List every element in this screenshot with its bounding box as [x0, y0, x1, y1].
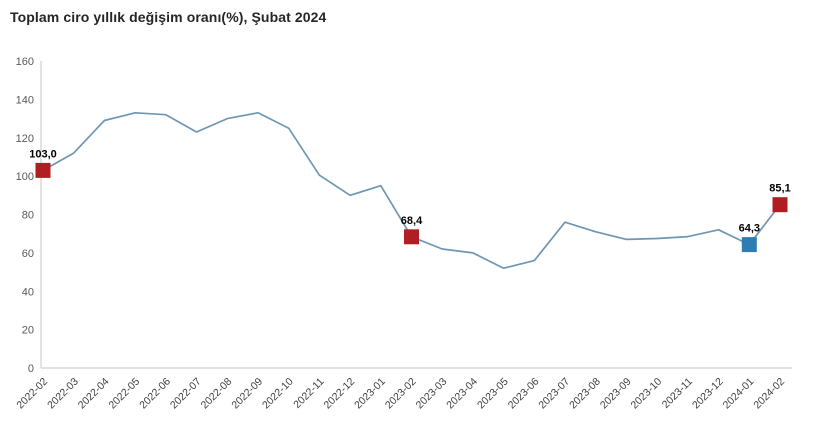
- x-tick-label: 2023-12: [690, 376, 726, 412]
- data-point-marker: [772, 197, 788, 213]
- x-tick-label: 2024-02: [751, 376, 787, 412]
- x-tick-label: 2023-08: [567, 376, 603, 412]
- series-line: [42, 111, 781, 270]
- y-tick-label: 80: [22, 210, 34, 222]
- x-tick-label: 2023-02: [383, 376, 419, 412]
- y-tick-label: 100: [16, 171, 34, 183]
- data-point-label: 103,0: [29, 148, 57, 160]
- x-tick-label: 2022-08: [199, 376, 235, 412]
- y-tick-label: 60: [22, 248, 34, 260]
- data-point-label: 68,4: [401, 215, 423, 227]
- y-tick-label: 160: [16, 56, 34, 68]
- x-tick-label: 2023-11: [660, 376, 695, 411]
- x-tick-label: 2022-04: [76, 376, 112, 412]
- x-tick-label: 2024-01: [721, 376, 757, 412]
- x-tick-label: 2023-06: [506, 376, 542, 412]
- chart-title: Toplam ciro yıllık değişim oranı(%), Şub…: [10, 9, 327, 25]
- x-tick-label: 2023-09: [598, 376, 634, 412]
- x-tick-label: 2022-06: [137, 376, 173, 412]
- y-tick-label: 140: [16, 94, 34, 106]
- x-tick-label: 2022-02: [14, 376, 50, 412]
- x-tick-label: 2023-07: [536, 376, 572, 412]
- y-tick-label: 120: [16, 133, 34, 145]
- data-point-marker: [741, 237, 757, 253]
- data-point-marker: [404, 229, 419, 245]
- y-tick-label: 40: [22, 286, 34, 298]
- data-point-label: 64,3: [739, 223, 760, 235]
- x-tick-label: 2022-07: [168, 376, 204, 412]
- x-tick-label: 2022-11: [291, 376, 326, 411]
- x-tick-label: 2022-09: [229, 376, 265, 412]
- x-tick-label: 2022-10: [260, 376, 296, 412]
- x-tick-label: 2022-03: [45, 376, 81, 412]
- x-tick-label: 2023-01: [352, 376, 388, 412]
- x-tick-label: 2022-12: [321, 376, 357, 412]
- x-tick-label: 2023-04: [444, 376, 480, 412]
- data-point-label: 85,1: [769, 183, 790, 195]
- x-tick-label: 2023-05: [475, 376, 511, 412]
- data-point-marker: [35, 162, 51, 178]
- x-tick-label: 2023-03: [414, 376, 450, 412]
- x-tick-label: 2023-10: [629, 376, 665, 412]
- x-tick-label: 2022-05: [107, 376, 143, 412]
- y-tick-label: 20: [22, 325, 34, 337]
- y-tick-label: 0: [28, 363, 34, 375]
